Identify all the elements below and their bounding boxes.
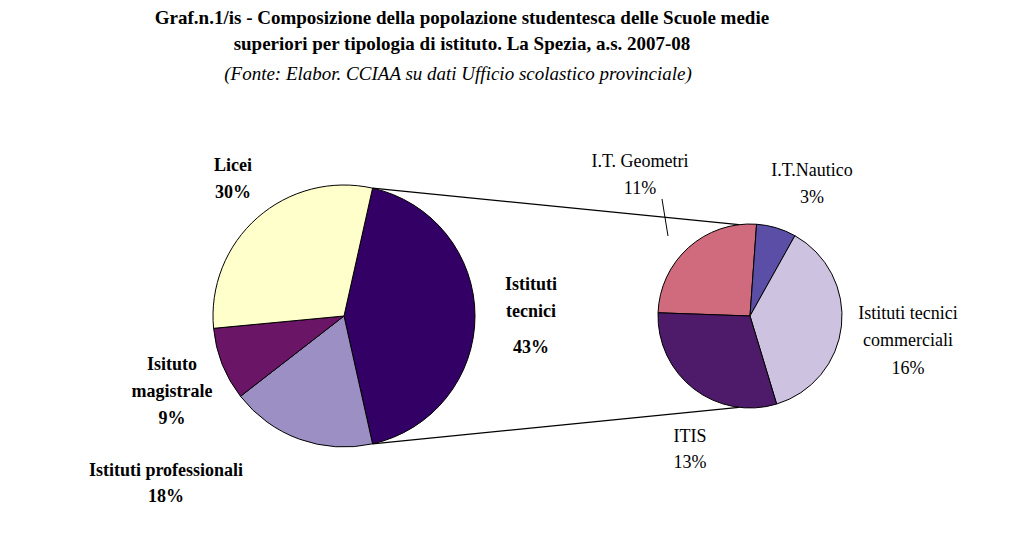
data-label: 43% xyxy=(513,337,549,357)
data-label: 13% xyxy=(674,452,707,472)
subtitle: (Fonte: Elabor. CCIAA su dati Ufficio sc… xyxy=(224,63,692,85)
breakdown-pie xyxy=(658,224,842,408)
data-label: 11% xyxy=(624,178,656,198)
data-label: 16% xyxy=(892,358,925,378)
background xyxy=(0,0,1024,547)
pie-slice xyxy=(213,185,373,328)
leader-line xyxy=(662,199,668,236)
data-label: 9% xyxy=(159,408,186,428)
data-label: 30% xyxy=(215,182,251,202)
pie-slice xyxy=(658,224,757,316)
main-pie xyxy=(213,185,475,447)
slice-label: I.T. Geometri xyxy=(591,151,688,171)
pie-slice xyxy=(658,313,777,408)
slice-label: I.T.Nautico xyxy=(771,160,853,180)
connector xyxy=(373,188,739,225)
slice-label: Istituti professionali xyxy=(89,460,243,480)
title: Graf.n.1/is - Composizione della popolaz… xyxy=(155,7,769,54)
chart: Graf.n.1/is - Composizione della popolaz… xyxy=(0,0,1024,547)
slice-label: Isitutomagistrale xyxy=(132,354,213,401)
data-label: 3% xyxy=(800,187,824,207)
data-label: 18% xyxy=(148,486,184,506)
pie-slice xyxy=(214,316,344,396)
slice-label: Istituti tecnicicommerciali xyxy=(858,303,957,350)
slice-label: Istitutitecnici xyxy=(505,274,557,321)
slice-label: Licei xyxy=(214,155,252,175)
slice-label: ITIS xyxy=(674,426,707,446)
